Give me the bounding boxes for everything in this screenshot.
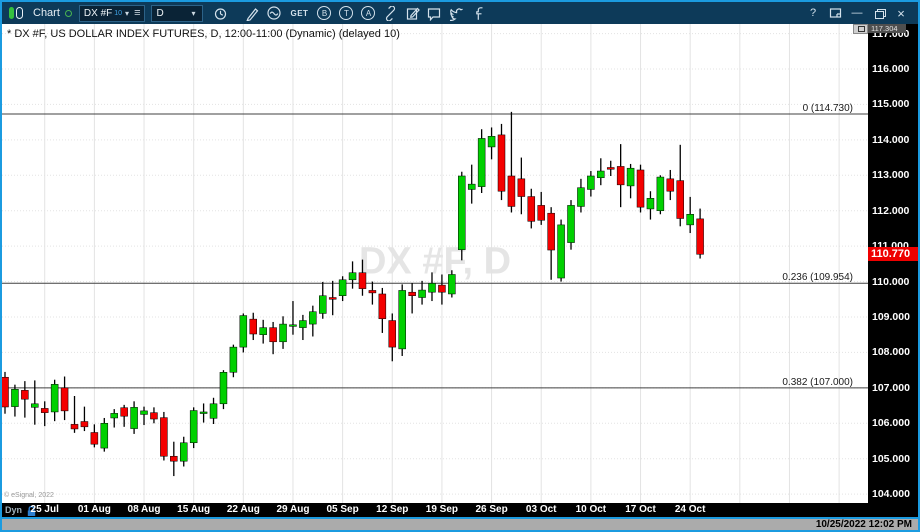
- get-quotes-button[interactable]: GET: [290, 8, 309, 18]
- note-edit-icon[interactable]: [402, 4, 422, 22]
- interval-clock-icon[interactable]: [210, 4, 230, 22]
- price-tick: 104.000: [872, 488, 910, 501]
- svg-text:0.236 (109.954): 0.236 (109.954): [782, 272, 853, 283]
- help-button[interactable]: ?: [809, 7, 817, 19]
- interval-value: D: [156, 7, 164, 19]
- date-tick: 05 Sep: [326, 504, 359, 515]
- date-axis[interactable]: Dyn 25 Jul 01 Aug 08 Aug 15 Aug 22 Aug 29 Aug…: [2, 503, 868, 517]
- dock-window-icon[interactable]: [825, 4, 845, 22]
- date-tick: 29 Aug: [276, 504, 310, 515]
- panel-restore-button[interactable]: [853, 24, 868, 34]
- price-tick: 112.000: [872, 204, 910, 217]
- date-tick: 24 Oct: [674, 504, 706, 515]
- circle-t-button[interactable]: T: [336, 4, 356, 22]
- symbol-dropdown[interactable]: DX #F 10 ▾ ≡: [78, 4, 146, 22]
- studies-wave-icon[interactable]: [264, 4, 284, 22]
- price-tick: 106.000: [872, 417, 910, 430]
- status-bar: 10/25/2022 12:02 PM: [2, 519, 918, 530]
- chart-title: * DX #F, US DOLLAR INDEX FUTURES, D, 12:…: [7, 28, 400, 40]
- price-axis[interactable]: 117.304 117.000 116.000 115.000 114.000 113.…: [868, 24, 918, 517]
- close-button[interactable]: ×: [897, 5, 905, 21]
- price-tick: 105.000: [872, 452, 910, 465]
- date-tick: 08 Aug: [127, 504, 161, 515]
- date-tick: 15 Aug: [177, 504, 211, 515]
- date-tick: 17 Oct: [625, 504, 656, 515]
- dynamic-mode-label: Dyn: [5, 505, 23, 515]
- price-tick: 109.000: [872, 310, 910, 323]
- circle-a-button[interactable]: A: [358, 4, 378, 22]
- chevron-down-icon[interactable]: ▾: [191, 8, 196, 18]
- date-tick: 03 Oct: [525, 504, 557, 515]
- chart-area: DX #F, D 0 (114.730) 0.236 (109.954) 0.382…: [2, 24, 868, 503]
- price-tick: 110.000: [872, 275, 910, 288]
- symbol-superscript: 10: [114, 9, 123, 17]
- chevron-down-icon[interactable]: ▾: [125, 8, 130, 18]
- link-color-ring-icon[interactable]: [64, 9, 72, 17]
- chat-bubble-icon[interactable]: [424, 4, 444, 22]
- price-tick: 107.000: [872, 381, 910, 394]
- date-tick: 22 Aug: [226, 504, 260, 515]
- draw-pencil-icon[interactable]: [242, 4, 262, 22]
- price-tick: 116.000: [872, 62, 910, 75]
- minimize-button[interactable]: —: [851, 7, 863, 19]
- date-tick: 12 Sep: [376, 504, 409, 515]
- svg-text:0.382 (107.000): 0.382 (107.000): [782, 377, 853, 388]
- interval-dropdown[interactable]: D ▾: [151, 4, 204, 22]
- date-tick: 25 Jul: [30, 504, 59, 515]
- lock-icon[interactable]: [26, 504, 37, 522]
- window-type-label: Chart: [33, 7, 60, 19]
- window-controls: ? — ×: [802, 4, 912, 22]
- link-chain-icon[interactable]: [380, 4, 400, 22]
- price-tick: 114.000: [872, 133, 910, 146]
- date-tick: 19 Sep: [425, 504, 459, 515]
- symbol-value: DX #F: [83, 7, 113, 19]
- chart-watermark: DX #F, D: [358, 240, 512, 283]
- toolbar-icon-group: GET B T A: [241, 4, 489, 22]
- date-tick: 01 Aug: [77, 504, 111, 515]
- symbol-menu-icon[interactable]: ≡: [134, 7, 141, 19]
- candlestick-plot[interactable]: 0 (114.730) 0.236 (109.954) 0.382 (107.000…: [2, 24, 868, 503]
- cursor-price-box: 117.304: [868, 24, 906, 33]
- date-tick: 10 Oct: [575, 504, 607, 515]
- toolbar: Chart DX #F 10 ▾ ≡ D ▾ GET B: [2, 2, 918, 24]
- circle-b-button[interactable]: B: [314, 4, 334, 22]
- price-tick: 113.000: [872, 169, 910, 182]
- copyright-label: © eSignal, 2022: [4, 492, 54, 499]
- twitter-icon[interactable]: [446, 4, 466, 22]
- restore-button[interactable]: [869, 4, 889, 22]
- status-datetime: 10/25/2022 12:02 PM: [815, 519, 912, 530]
- last-price-badge: 110.770: [868, 247, 918, 262]
- date-tick: 26 Sep: [475, 504, 508, 515]
- svg-text:0 (114.730): 0 (114.730): [803, 103, 853, 114]
- price-tick: 115.000: [872, 98, 910, 111]
- facebook-icon[interactable]: [468, 4, 488, 22]
- price-tick: 108.000: [872, 346, 910, 359]
- esignal-logo-icon: [9, 7, 23, 19]
